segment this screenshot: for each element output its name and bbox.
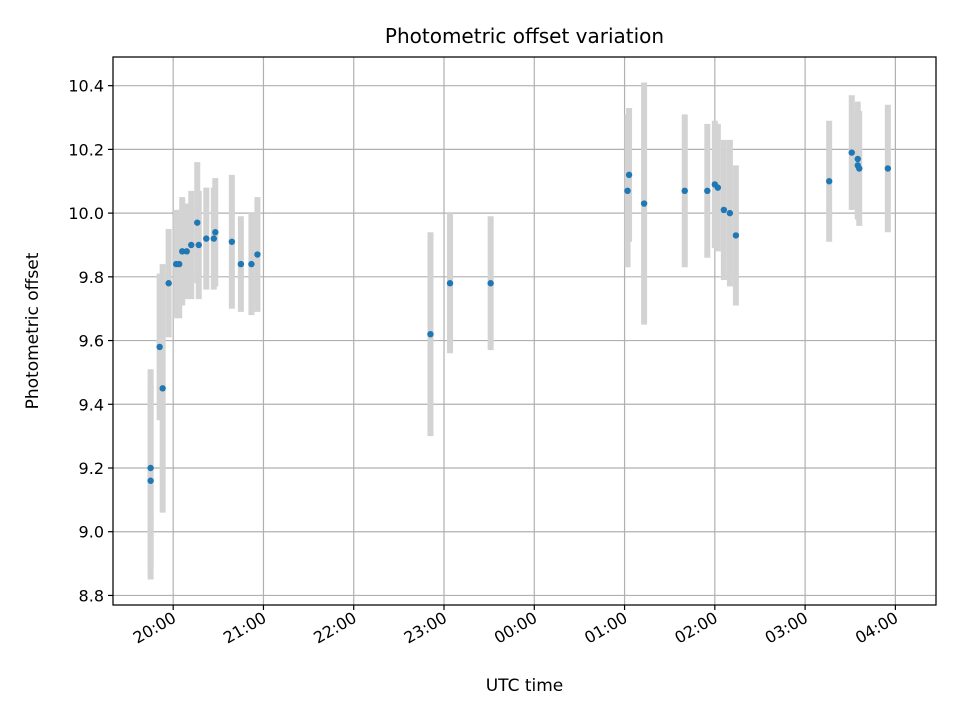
y-axis-ticks: 8.8 9.0 9.2 9.4 9.6 9.8 10.0 10.2 10.4 bbox=[68, 77, 113, 605]
data-point bbox=[446, 280, 454, 287]
plot-frame bbox=[112, 56, 937, 606]
data-point bbox=[195, 241, 202, 249]
data-point bbox=[188, 241, 195, 249]
data-point bbox=[487, 280, 494, 287]
data-point bbox=[427, 330, 434, 338]
data-point bbox=[825, 178, 833, 185]
data-point bbox=[732, 232, 740, 239]
data-point bbox=[176, 260, 183, 268]
y-tick-label: 9.4 bbox=[79, 395, 104, 414]
data-point bbox=[237, 260, 245, 268]
data-point bbox=[714, 184, 722, 191]
data-point bbox=[720, 206, 728, 214]
data-point bbox=[848, 149, 855, 156]
chart-title: Photometric offset variation bbox=[385, 24, 664, 48]
data-point bbox=[228, 238, 236, 245]
data-point bbox=[147, 477, 154, 484]
y-axis-label: Photometric offset bbox=[23, 252, 43, 409]
data-point bbox=[884, 165, 892, 172]
data-point bbox=[704, 187, 711, 195]
data-points bbox=[147, 149, 892, 484]
y-tick-label: 9.8 bbox=[79, 268, 104, 287]
y-tick-label: 10.2 bbox=[68, 140, 104, 159]
data-point bbox=[254, 251, 261, 258]
data-point bbox=[624, 187, 631, 195]
data-point bbox=[183, 248, 190, 255]
data-point bbox=[854, 155, 861, 163]
y-tick-label: 10.0 bbox=[68, 204, 104, 223]
y-tick-label: 9.2 bbox=[79, 459, 104, 478]
data-point bbox=[640, 200, 648, 207]
x-axis-label: UTC time bbox=[486, 676, 564, 696]
data-point bbox=[212, 229, 219, 236]
y-tick-label: 10.4 bbox=[68, 77, 104, 96]
grid bbox=[113, 57, 936, 605]
data-point bbox=[156, 343, 163, 351]
data-point bbox=[726, 209, 734, 217]
data-point bbox=[856, 165, 863, 172]
data-point bbox=[203, 235, 210, 242]
data-point bbox=[194, 219, 201, 226]
data-point bbox=[248, 260, 255, 268]
y-tick-label: 9.0 bbox=[79, 523, 104, 542]
data-point bbox=[179, 248, 186, 255]
y-tick-label: 9.6 bbox=[79, 332, 104, 351]
data-point bbox=[210, 235, 218, 242]
data-point bbox=[681, 187, 688, 195]
data-point bbox=[159, 385, 166, 392]
data-point bbox=[165, 280, 172, 287]
data-point bbox=[147, 464, 154, 472]
data-point bbox=[625, 171, 633, 179]
y-tick-label: 8.8 bbox=[79, 586, 104, 605]
